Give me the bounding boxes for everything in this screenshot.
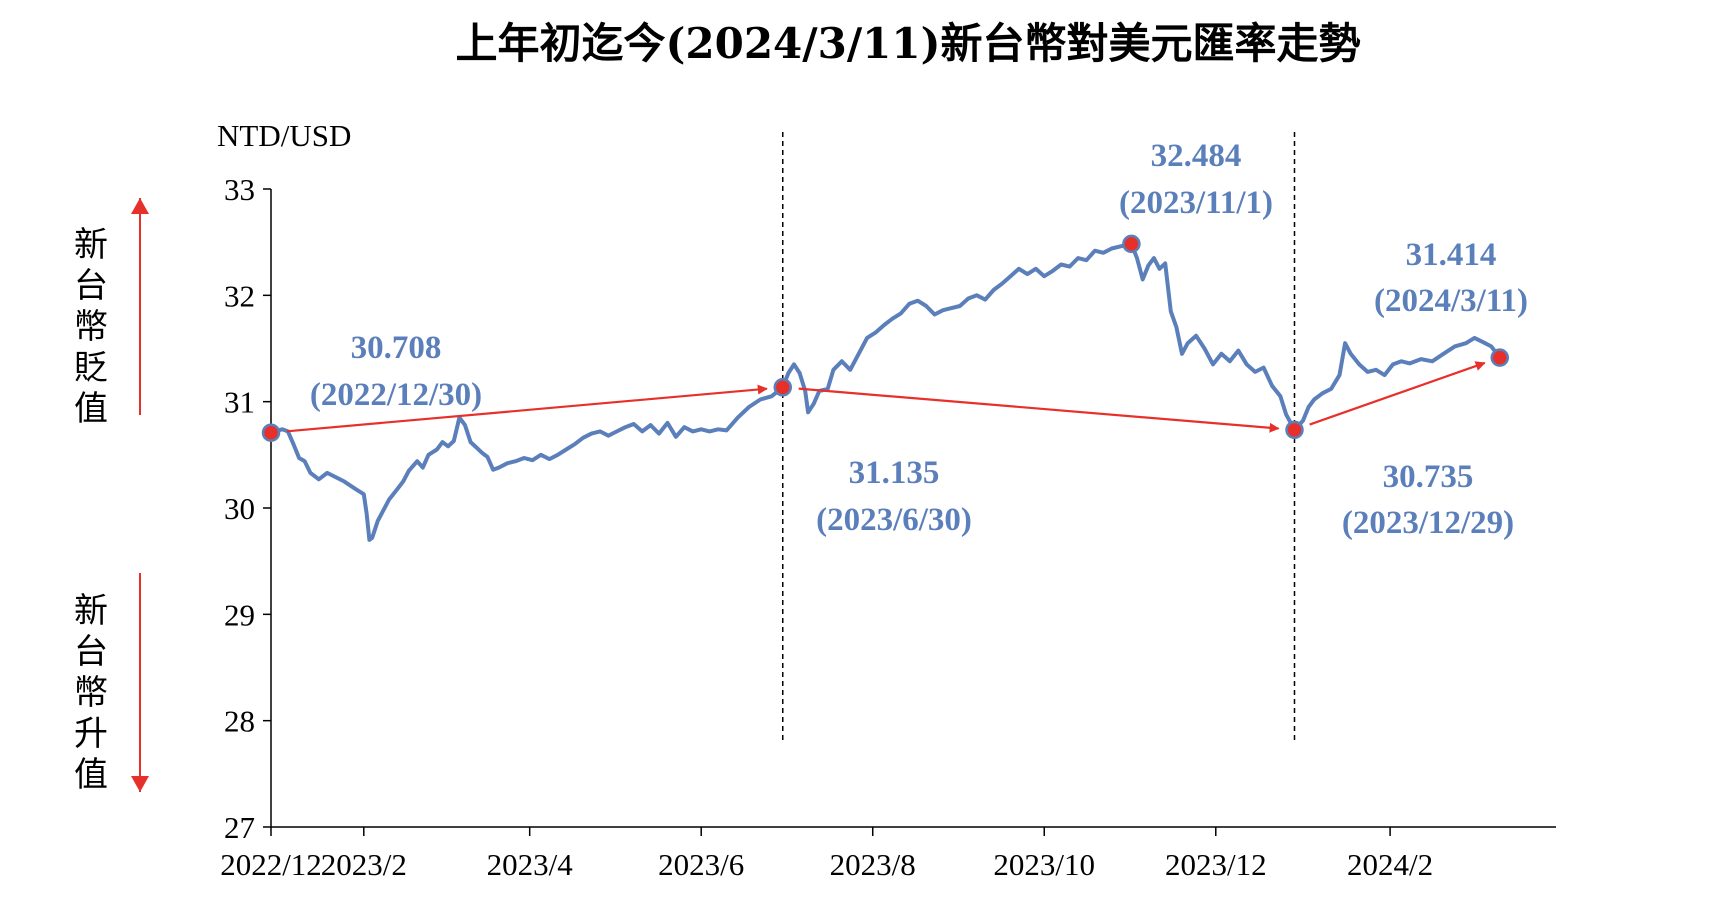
highlight-value-label: 30.708	[351, 330, 442, 366]
x-tick-label: 2023/10	[993, 847, 1095, 882]
highlight-point-marker	[773, 378, 793, 397]
highlight-value-label: 32.484	[1151, 138, 1242, 174]
y-tick-label: 32	[224, 278, 255, 313]
y-tick-label: 29	[224, 597, 255, 632]
down-arrow-icon	[131, 776, 149, 792]
x-tick-label: 2023/6	[658, 847, 744, 882]
y-tick-label: 28	[224, 704, 255, 739]
exchange-rate-series-line	[270, 241, 1502, 542]
trend-arrow	[798, 387, 1280, 433]
highlight-point-marker	[1490, 348, 1510, 367]
chart-title: 上年初迄今(2024/3/11)新台幣對美元匯率走勢	[456, 19, 1361, 68]
highlight-value-label: 30.735	[1383, 459, 1474, 495]
side-label-char: 幣	[74, 673, 108, 713]
trend-arrow	[1309, 361, 1486, 426]
trend-arrow	[286, 384, 768, 433]
trend-arrows	[286, 361, 1486, 433]
y-axis-unit-label: NTD/USD	[217, 118, 351, 153]
highlight-labels: 30.708 (2022/12/30) 31.135 (2023/6/30) 32.48…	[310, 138, 1528, 541]
highlight-date-label: (2023/12/29)	[1342, 505, 1514, 541]
x-tick-label: 2023/12	[1165, 847, 1267, 882]
side-label-char: 新	[74, 591, 108, 631]
y-tick-label: 30	[224, 491, 255, 526]
x-tick-label: 2024/2	[1347, 847, 1433, 882]
highlight-point-marker	[1122, 234, 1141, 254]
highlight-point-marker	[261, 423, 281, 442]
highlight-markers	[261, 234, 1510, 442]
highlight-value-label: 31.135	[849, 455, 940, 491]
side-label-char: 幣	[74, 307, 108, 347]
x-tick-label: 2023/8	[830, 847, 916, 882]
y-tick-label: 33	[224, 172, 255, 207]
side-label-char: 台	[74, 632, 108, 672]
highlight-date-label: (2022/12/30)	[310, 377, 482, 413]
highlight-date-label: (2024/3/11)	[1374, 283, 1528, 319]
highlight-date-label: (2023/6/30)	[816, 502, 972, 538]
series-layer	[270, 241, 1502, 542]
side-label-char: 貶	[74, 348, 108, 388]
side-label-char: 值	[74, 755, 108, 795]
side-label-char: 台	[74, 266, 108, 306]
y-tick-label: 31	[224, 385, 255, 420]
side-label-char: 新	[74, 225, 108, 265]
x-tick-label: 2023/4	[487, 847, 574, 882]
side-label-char: 值	[74, 389, 108, 429]
y-tick-label: 27	[224, 810, 255, 845]
x-tick-label: 2023/2	[321, 847, 407, 882]
highlight-date-label: (2023/11/1)	[1119, 185, 1273, 221]
x-tick-label: 2022/12	[220, 847, 322, 882]
side-label-char: 升	[74, 714, 108, 754]
period-dividers	[782, 132, 1296, 742]
highlight-value-label: 31.414	[1406, 237, 1497, 273]
up-arrow-icon	[131, 198, 149, 214]
highlight-point-marker	[1285, 420, 1304, 440]
